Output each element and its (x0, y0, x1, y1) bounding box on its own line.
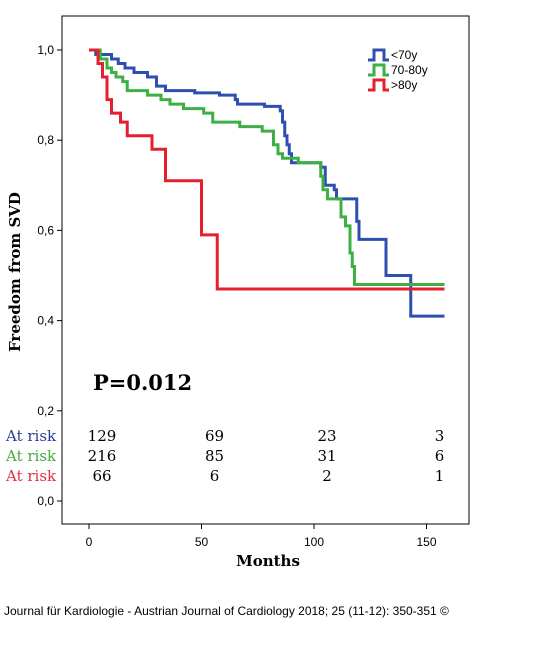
at-risk-count: 3 (435, 427, 445, 445)
series-line-70y (89, 48, 445, 318)
y-axis-label: Freedom from SVD (6, 192, 24, 352)
source-citation: Journal für Kardiologie - Austrian Journ… (4, 604, 449, 618)
legend-label: <70y (391, 48, 417, 62)
at-risk-count: 66 (92, 467, 111, 485)
at-risk-count: 129 (88, 427, 117, 445)
y-tick-label: 0,4 (37, 314, 54, 328)
y-tick-label: 0,6 (37, 223, 54, 237)
at-risk-row-label: At risk (5, 467, 57, 485)
at-risk-count: 85 (205, 447, 224, 465)
series-line-7080y (89, 48, 445, 287)
legend-marker (368, 78, 389, 92)
legend-marker (368, 48, 389, 62)
x-tick-label: 150 (416, 535, 436, 549)
legend-label: >80y (391, 78, 417, 92)
at-risk-count: 69 (205, 427, 224, 445)
y-tick-label: 0,2 (37, 404, 54, 418)
x-tick-label: 0 (86, 535, 93, 549)
legend-marker (368, 63, 389, 77)
at-risk-count: 31 (317, 447, 336, 465)
legend-label: 70-80y (391, 63, 428, 77)
series-line-80y (89, 48, 445, 291)
at-risk-count: 216 (88, 447, 117, 465)
y-tick-label: 1,0 (37, 43, 54, 57)
at-risk-count: 23 (317, 427, 336, 445)
y-tick-label: 0,8 (37, 133, 54, 147)
at-risk-count: 6 (435, 447, 445, 465)
x-tick-label: 100 (304, 535, 324, 549)
at-risk-table: At risk 129 69 23 3At risk 216 85 31 6At risk 66 6… (5, 427, 444, 485)
at-risk-count: 2 (322, 467, 332, 485)
at-risk-row-label: At risk (5, 427, 57, 445)
x-axis: 0 50 100 150 (86, 524, 437, 549)
p-value-annotation: P=0.012 (93, 370, 192, 395)
at-risk-row-label: At risk (5, 447, 57, 465)
series-lines (89, 48, 445, 318)
y-axis: 0,0 0,2 0,4 0,6 0,8 1,0 (37, 43, 62, 508)
plot-frame (61, 15, 470, 525)
x-axis-label: Months (236, 552, 300, 570)
at-risk-count: 1 (435, 467, 445, 485)
x-tick-label: 50 (195, 535, 209, 549)
y-tick-label: 0,0 (37, 494, 54, 508)
at-risk-count: 6 (210, 467, 220, 485)
